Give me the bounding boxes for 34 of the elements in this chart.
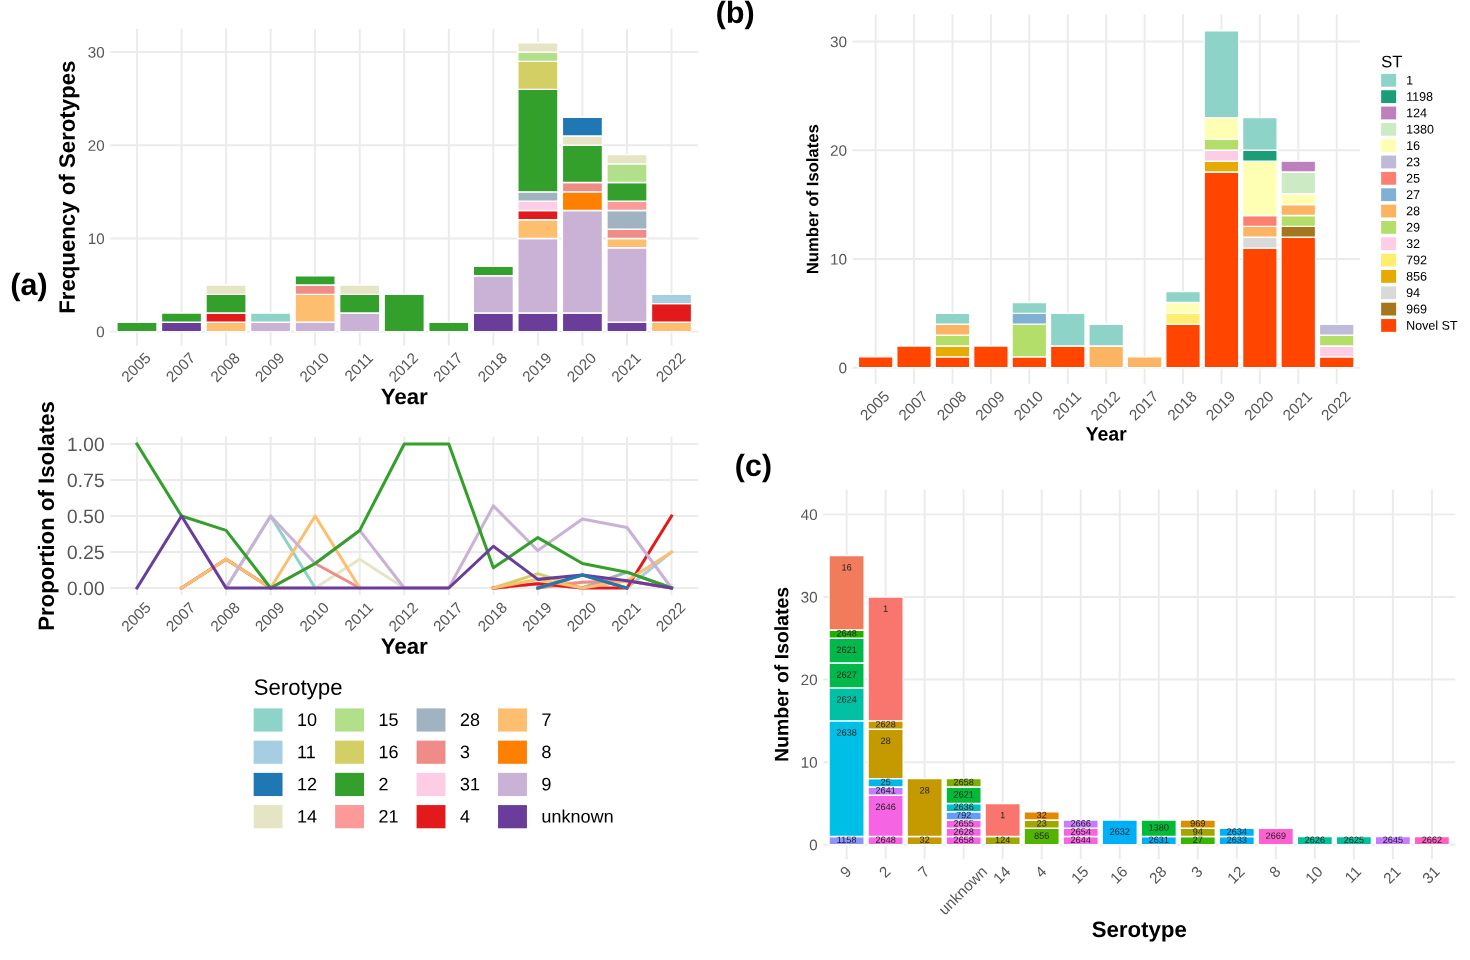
text: (a): [11, 272, 47, 302]
y-tick-label: 0.75: [67, 473, 104, 488]
x-axis-title: Year: [381, 638, 428, 654]
legend-label: 15: [379, 713, 398, 727]
y-tick-label: 1.00: [68, 437, 104, 452]
legend-label: 9: [542, 777, 551, 791]
x-axis-title: Year: [1085, 427, 1127, 441]
y-axis-title: Number of Isolates: [774, 587, 789, 761]
legend-label: 14: [298, 810, 317, 823]
y-axis-title: Number of Isolates: [806, 124, 819, 274]
legend-label: 12: [298, 777, 317, 791]
y-tick-label: 0.00: [67, 581, 104, 596]
x-axis-title: Serotype: [1092, 921, 1187, 942]
legend-label: 21: [379, 809, 398, 823]
legend-title: ST: [1381, 55, 1403, 68]
legend-label: 4: [460, 810, 470, 823]
legend-label: 11: [298, 745, 315, 759]
y-axis-title: Frequency of Serotypes: [58, 61, 80, 313]
legend-label: 8: [542, 745, 551, 759]
legend-label: 3: [460, 745, 470, 759]
text: (b): [717, 0, 754, 30]
legend-label: 10: [298, 713, 317, 727]
legend-title: Serotype: [254, 679, 342, 700]
legend-label: 16: [379, 745, 398, 759]
y-tick-label: 0.50: [67, 509, 104, 524]
y-axis-title: Proportion of Isolates: [37, 402, 59, 630]
legend-label: 31: [460, 777, 480, 791]
legend-label: 2: [379, 777, 388, 791]
legend-label: unknown: [542, 809, 613, 823]
text: (c): [736, 453, 771, 483]
y-tick-label: 0.25: [67, 545, 104, 560]
legend-label: 7: [542, 713, 551, 726]
legend-label: 28: [460, 713, 480, 727]
x-axis-title: Year: [381, 388, 428, 405]
